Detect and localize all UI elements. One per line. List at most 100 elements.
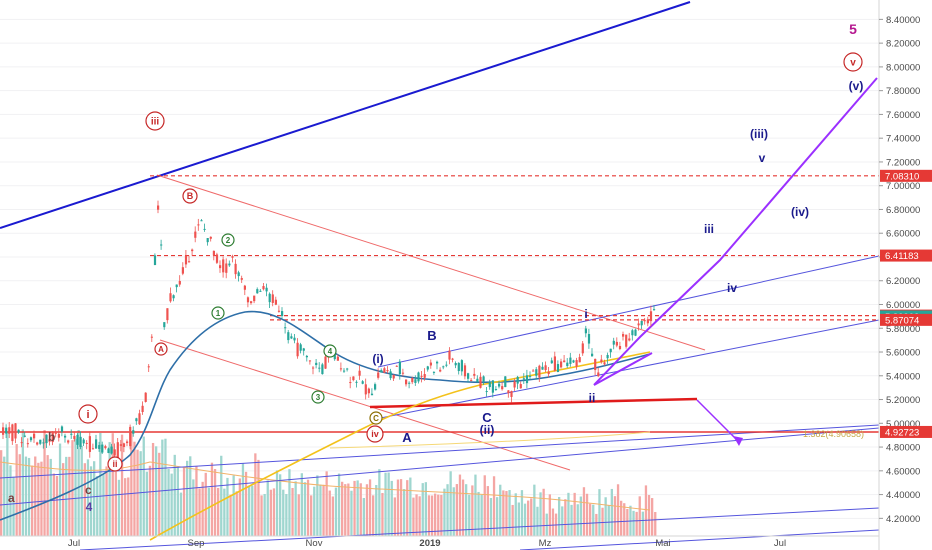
candle-body <box>160 244 163 246</box>
volume-bar <box>520 490 524 536</box>
candle-body <box>228 263 231 266</box>
candle-body <box>284 327 287 329</box>
price-tag-box <box>880 425 932 438</box>
time-tick-label: 2019 <box>419 538 440 549</box>
volume-bar <box>539 492 542 536</box>
candle-body <box>20 442 23 444</box>
candle-body <box>510 391 513 397</box>
candle-body <box>631 330 634 336</box>
volume-bar <box>158 452 161 536</box>
candle-body <box>144 392 147 402</box>
candle-body <box>600 359 603 363</box>
wave-label-iii-circle <box>145 111 165 131</box>
volume-bar <box>610 488 613 536</box>
volume-bar <box>161 439 164 536</box>
candle-body <box>544 365 547 371</box>
fib-extension-label: 1.382(4.90658) <box>803 429 864 439</box>
candle-body <box>594 358 597 371</box>
candle-body <box>569 357 572 364</box>
candle-body <box>88 436 91 452</box>
candle-body <box>150 336 153 338</box>
volume-bar <box>455 484 458 536</box>
volume-bar <box>415 494 418 536</box>
candle-body <box>29 437 33 441</box>
volume-bar <box>96 476 99 536</box>
price-tick-label: 5.80000 <box>886 324 920 335</box>
candle-body <box>67 440 70 443</box>
volume-bar <box>403 489 406 536</box>
long-support-line-1 <box>0 424 880 479</box>
volume-bar <box>204 472 207 536</box>
candle-body <box>451 358 454 360</box>
time-tick-label: Nov <box>306 538 323 549</box>
candle-body <box>107 448 110 454</box>
wave-label-B-small-circle <box>182 188 198 204</box>
volume-bar <box>223 488 226 536</box>
volume-bar <box>443 488 446 536</box>
candle-body <box>445 364 448 366</box>
volume-bar <box>220 455 223 536</box>
candle-body <box>640 320 643 326</box>
volume-bar <box>235 491 238 536</box>
candle-body <box>197 224 200 226</box>
candle-body <box>643 320 646 322</box>
wave-label-i: i <box>86 409 89 421</box>
candle-body <box>467 373 470 379</box>
candle-body <box>91 448 95 450</box>
volume-bar <box>164 438 167 536</box>
candle-body <box>618 345 622 350</box>
volume-bar <box>632 510 635 536</box>
price-axis: 8.40000 8.20000 8.00000 7.80000 7.60000 7.400… <box>878 0 932 550</box>
wave-label-iii: iii <box>151 117 160 128</box>
candle-body <box>166 308 169 321</box>
wave-label-C-small-circle <box>369 411 383 425</box>
price-tick-label: 8.00000 <box>886 62 920 73</box>
descending-channel-top <box>156 174 706 351</box>
candle-body <box>563 360 566 363</box>
volume-bar <box>31 465 34 536</box>
volume-bar <box>238 478 241 536</box>
candle-body <box>259 290 262 292</box>
candle-body <box>336 356 339 361</box>
volume-bar <box>393 497 396 536</box>
candle-body <box>39 439 42 444</box>
volume-bar <box>226 477 229 536</box>
volume-bar <box>102 474 105 536</box>
volume-bar <box>523 503 527 536</box>
wave-label-4: 4 <box>328 347 333 356</box>
volume-bar <box>607 505 610 536</box>
candle-body <box>324 356 327 369</box>
volume-bar <box>322 484 325 536</box>
candle-body <box>240 278 243 280</box>
wave-label-a: a <box>8 491 15 505</box>
candle-body <box>33 433 36 439</box>
candle-body <box>321 364 324 375</box>
wave-label-2-circle <box>221 233 235 247</box>
candle-body <box>358 370 361 376</box>
candle-body <box>308 360 312 362</box>
wave-label-c: c <box>85 483 92 497</box>
candle-body <box>392 374 395 379</box>
volume-bar <box>564 499 567 536</box>
volume-bar <box>300 473 303 536</box>
volume-bar <box>412 497 415 536</box>
volume-bar <box>430 495 434 536</box>
volume-bar <box>651 498 654 536</box>
candle-body <box>250 301 253 304</box>
price-tick-label: 8.40000 <box>886 15 920 26</box>
volume-bar <box>477 491 480 536</box>
volume-bar <box>303 482 307 536</box>
volume-bar <box>93 461 96 536</box>
candle-body <box>110 446 113 454</box>
candle-body <box>361 381 364 384</box>
volume-bar <box>465 484 468 536</box>
candle-body <box>637 323 640 326</box>
candle-body <box>377 372 380 378</box>
volume-bar <box>390 480 393 536</box>
volume-bar <box>285 494 288 536</box>
candle-body <box>14 423 17 439</box>
volume-bar <box>511 504 514 536</box>
candles <box>2 200 656 464</box>
price-tag-label: 7.08310 <box>885 171 919 182</box>
